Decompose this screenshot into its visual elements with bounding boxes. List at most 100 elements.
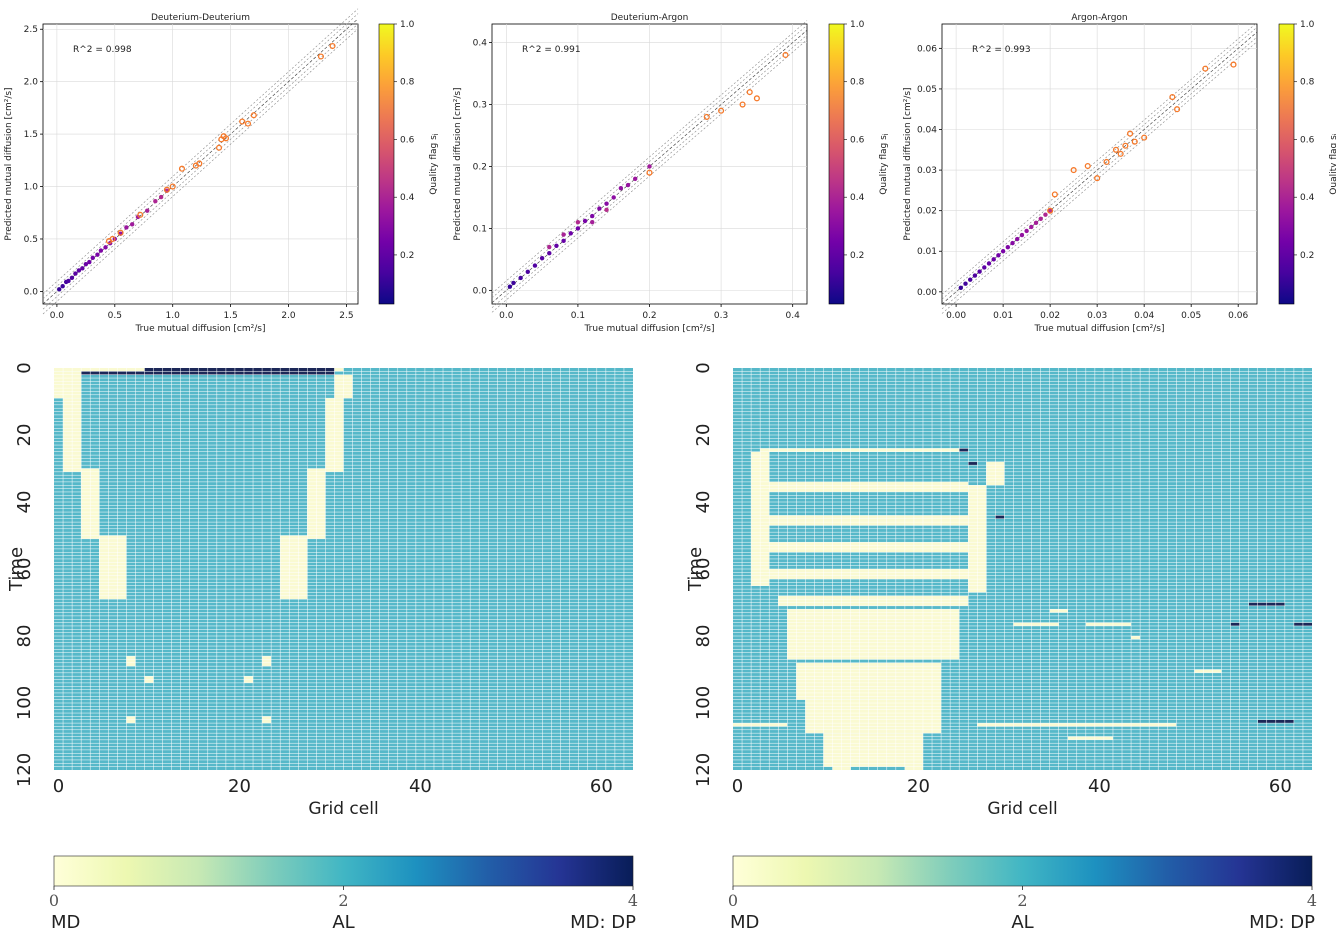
colorbar-tick-label: 0.2	[1300, 251, 1314, 261]
x-tick-label: 1.5	[223, 311, 237, 321]
outlier-point	[1141, 134, 1148, 141]
outlier-point	[109, 235, 116, 243]
data-point	[968, 277, 973, 282]
colorbar-tick-label: 0.6	[1300, 135, 1315, 145]
colorbar-tick-label: 0	[728, 891, 738, 910]
x-tick-label: 0.06	[1228, 311, 1248, 321]
y-axis-label: Predicted mutual diffusion [cm²/s]	[453, 87, 463, 240]
y-tick-label: 0.3	[473, 101, 487, 111]
data-point	[507, 284, 513, 289]
outlier-point	[1174, 106, 1181, 113]
scatter-panels: 0.0 0.5 1.0 1.5 2.0 2.5 0.0 0.5 1.0 1.5 2.0 2.5 Deut…	[4, 8, 1336, 334]
y-tick-label: 80	[14, 625, 35, 648]
y-tick-label: 2.0	[24, 78, 39, 88]
y-tick-label: 0.03	[917, 166, 937, 176]
y-tick-label: 0.1	[473, 224, 487, 234]
x-axis-label: True mutual diffusion [cm²/s]	[134, 324, 265, 334]
outlier-point	[1070, 167, 1077, 174]
colorbar-tick-label: 0.8	[850, 78, 865, 88]
data-point	[575, 220, 581, 225]
data-point	[153, 199, 158, 204]
data-point	[1047, 208, 1053, 213]
colorbar-tick-label: 0.4	[850, 193, 865, 203]
colorbar-tick-label: 1.0	[850, 20, 865, 30]
fit-band-line	[491, 20, 808, 294]
outlier-point	[1103, 158, 1110, 166]
data-point	[69, 275, 75, 280]
data-point	[1024, 228, 1029, 234]
data-point	[963, 281, 968, 286]
outlier-point	[196, 160, 203, 167]
colorbar	[378, 23, 395, 305]
x-tick-label: 0.0	[50, 311, 65, 321]
x-tick-label: 0.5	[108, 311, 122, 321]
colorbar-tick-label: 1.0	[1300, 20, 1315, 30]
data-point	[145, 208, 150, 213]
data-point	[90, 255, 95, 261]
data-point	[83, 261, 89, 267]
scatter-panel-1: 0.0 0.5 1.0 1.5 2.0 2.5 0.0 0.5 1.0 1.5 2.0 2.5 Deut…	[4, 8, 440, 334]
x-tick-label: 60	[1269, 776, 1292, 797]
x-tick-label: 0	[732, 776, 743, 797]
data-point	[525, 269, 530, 274]
y-tick-label: 120	[14, 753, 35, 787]
data-point	[996, 253, 1001, 258]
x-tick-label: 60	[590, 776, 613, 797]
data-point	[568, 231, 573, 236]
scatter-panel-3: 0.00 0.01 0.02 0.03 0.04 0.05 0.06 0.00 0.01 0.02…	[903, 13, 1336, 334]
y-tick-label: 0.02	[917, 207, 937, 217]
colorbar	[828, 23, 845, 305]
x-axis-label: Grid cell	[987, 799, 1057, 819]
x-tick-label: 40	[1088, 776, 1111, 797]
outlier-point	[215, 144, 223, 151]
colorbar	[1278, 23, 1295, 305]
fit-band-line	[941, 36, 1258, 310]
outlier-point	[746, 89, 753, 96]
outlier-point	[239, 118, 246, 125]
heatmap-cell	[995, 515, 1005, 519]
y-tick-label: 0.05	[917, 85, 937, 95]
x-axis-label: True mutual diffusion [cm²/s]	[583, 324, 714, 334]
heatmap-cell	[787, 609, 960, 660]
fit-band-line	[491, 25, 808, 299]
data-point	[561, 238, 566, 244]
data-point	[1043, 212, 1048, 217]
y-tick-label: 0.00	[917, 288, 937, 298]
outlier-point	[1084, 162, 1091, 170]
colorbar-tick-label: 0	[49, 891, 59, 910]
data-point	[982, 265, 987, 270]
x-tick-label: 20	[228, 776, 251, 797]
colorbar-label: Quality flag si	[429, 133, 440, 194]
data-point	[532, 263, 538, 268]
data-point	[647, 164, 652, 169]
outlier-point	[1051, 191, 1058, 198]
outlier-point	[1094, 175, 1101, 182]
data-points	[507, 51, 789, 289]
colorbar-category-label: AL	[332, 912, 354, 933]
outlier-point	[137, 211, 144, 218]
y-tick-label: 60	[14, 558, 35, 581]
data-point	[80, 266, 85, 271]
data-point	[95, 252, 100, 257]
colorbar-category-label: AL	[1011, 912, 1033, 933]
x-tick-label: 0	[53, 776, 64, 797]
panel-title: Deuterium-Argon	[611, 13, 689, 23]
data-point	[511, 280, 516, 286]
outlier-point	[753, 95, 760, 102]
data-point	[1029, 224, 1034, 230]
colorbar-tick-label: 0.2	[400, 251, 414, 261]
colorbar-category-label: MD: DP	[1249, 912, 1315, 933]
y-tick-label: 0	[693, 362, 714, 373]
panel-title: Deuterium-Deuterium	[151, 13, 250, 23]
colorbar-label-subscript: i	[882, 133, 890, 135]
r-squared-annotation: R^2 = 0.998	[73, 45, 132, 55]
colorbar-tick-label: 0.6	[850, 135, 865, 145]
x-tick-label: 0.3	[714, 311, 728, 321]
colorbar-tick-label: 1.0	[400, 20, 415, 30]
x-tick-label: 0.04	[1134, 311, 1154, 321]
data-point	[124, 225, 129, 230]
data-point	[632, 176, 638, 182]
fit-band-line	[42, 28, 359, 315]
heatmap-cell	[144, 368, 335, 372]
